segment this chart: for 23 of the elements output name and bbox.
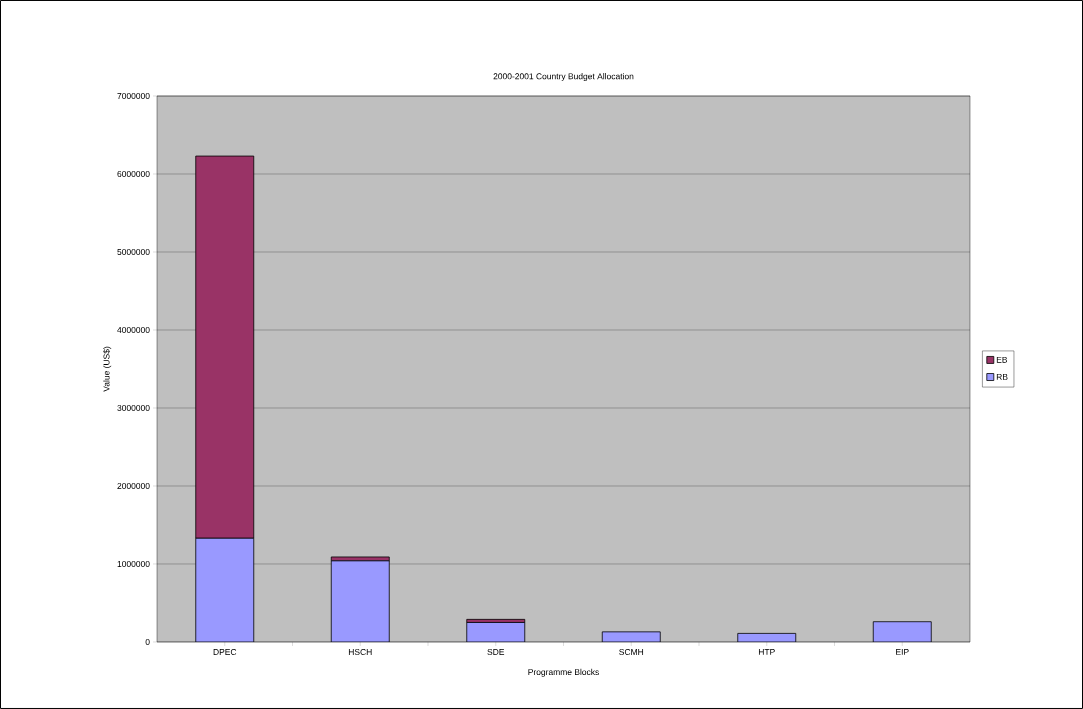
- bar: [330, 560, 390, 642]
- y-axis-title: Value (US$): [103, 346, 112, 392]
- bar: [872, 621, 932, 642]
- y-tick-label: 6000000: [117, 171, 150, 177]
- x-tick-label: SCMH: [619, 649, 644, 655]
- y-tick-label: 7000000: [117, 93, 150, 99]
- x-tick-label: SDE: [487, 649, 505, 655]
- y-tick-label: 0: [145, 638, 150, 645]
- y-tick-label: 3000000: [117, 405, 150, 411]
- legend-label: EB: [996, 356, 1008, 363]
- bar: [466, 622, 526, 642]
- chart-title: 2000-2001 Country Budget Allocation: [493, 73, 634, 81]
- y-tick-label: 4000000: [117, 327, 150, 333]
- x-tick-label: DPEC: [213, 649, 237, 655]
- x-tick-label: EIP: [896, 649, 909, 655]
- x-tick-label: HSCH: [348, 649, 372, 655]
- x-axis-title: Programme Blocks: [528, 668, 599, 677]
- y-tick-label: 1000000: [117, 560, 150, 567]
- bar: [195, 537, 255, 642]
- y-tick-label: 5000000: [117, 249, 150, 255]
- legend-label: RB: [996, 373, 1008, 380]
- y-tick-label: 2000000: [117, 483, 150, 489]
- x-tick-label: HTP: [758, 649, 775, 655]
